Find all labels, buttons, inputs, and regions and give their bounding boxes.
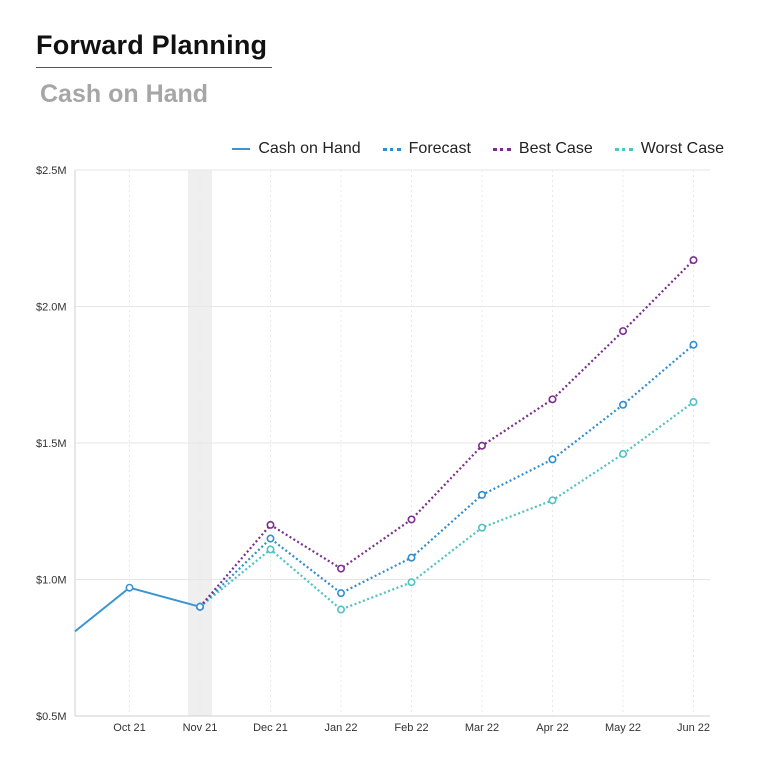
series-line-cash-on-hand <box>74 586 201 633</box>
data-point-worst-case <box>477 523 486 532</box>
data-point-worst-case <box>336 605 345 614</box>
legend-item-cash-on-hand[interactable]: Cash on Hand <box>232 140 361 158</box>
legend-swatch-worst-case <box>614 147 633 151</box>
data-point-forecast <box>548 455 557 464</box>
y-tick-label: $0.5M <box>36 711 67 723</box>
data-point-best-case <box>689 256 698 265</box>
series-line-best-case <box>199 259 695 608</box>
legend-item-best-case[interactable]: Best Case <box>492 140 593 158</box>
series-line-worst-case <box>199 401 695 611</box>
data-point-best-case <box>477 441 486 450</box>
data-point-worst-case <box>689 398 698 407</box>
data-point-worst-case <box>407 578 416 587</box>
chart-legend: Cash on Hand Forecast Best Case Worst Ca… <box>232 140 724 158</box>
x-tick-label: May 22 <box>605 722 641 734</box>
legend-swatch-best-case <box>492 147 511 151</box>
data-point-forecast <box>477 490 486 499</box>
legend-label-cash-on-hand: Cash on Hand <box>258 140 361 157</box>
page-title: Forward Planning <box>36 30 268 60</box>
legend-label-worst-case: Worst Case <box>640 140 724 157</box>
legend-swatch-cash-on-hand <box>232 148 251 150</box>
y-tick-label: $1.0M <box>36 575 67 587</box>
data-point-worst-case <box>548 496 557 505</box>
legend-item-forecast[interactable]: Forecast <box>382 140 471 158</box>
y-tick-label: $2.0M <box>36 302 67 314</box>
data-point-forecast <box>266 534 275 543</box>
x-tick-label: Jan 22 <box>324 722 357 734</box>
data-point-forecast <box>336 589 345 598</box>
data-point-cash-on-hand <box>196 602 205 611</box>
data-point-forecast <box>618 400 627 409</box>
x-tick-label: Oct 21 <box>113 722 145 734</box>
legend-item-worst-case[interactable]: Worst Case <box>614 140 724 158</box>
legend-swatch-forecast <box>382 147 401 151</box>
x-tick-label: Apr 22 <box>536 722 568 734</box>
data-point-best-case <box>266 520 275 529</box>
title-underline <box>36 67 272 68</box>
x-tick-label: Jun 22 <box>677 722 710 734</box>
series-line-forecast <box>199 343 695 608</box>
legend-label-best-case: Best Case <box>518 140 593 157</box>
data-point-best-case <box>336 564 345 573</box>
data-point-forecast <box>407 553 416 562</box>
legend-label-forecast: Forecast <box>408 140 471 157</box>
data-point-forecast <box>689 340 698 349</box>
data-point-worst-case <box>266 545 275 554</box>
y-tick-label: $2.5M <box>36 165 67 177</box>
data-point-worst-case <box>618 449 627 458</box>
data-point-best-case <box>407 515 416 524</box>
data-point-best-case <box>548 395 557 404</box>
y-tick-label: $1.5M <box>36 438 67 450</box>
data-point-cash-on-hand <box>125 583 134 592</box>
x-tick-label: Dec 21 <box>253 722 288 734</box>
page-subtitle: Cash on Hand <box>40 80 209 108</box>
x-tick-label: Nov 21 <box>183 722 218 734</box>
x-tick-label: Feb 22 <box>394 722 428 734</box>
x-tick-label: Mar 22 <box>465 722 499 734</box>
data-point-best-case <box>618 327 627 336</box>
